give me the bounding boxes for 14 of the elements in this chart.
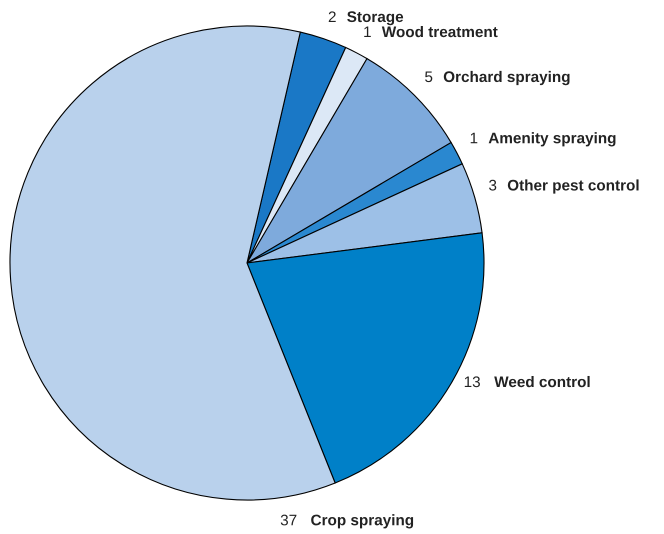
- data-label: 5: [425, 71, 432, 82]
- data-label: 37: [280, 514, 296, 526]
- slice-label: Weed control: [494, 376, 590, 388]
- slice-label: Storage: [347, 11, 404, 26]
- slice-label: Wood treatment: [382, 26, 498, 38]
- slice-label: Other pest control: [508, 179, 639, 194]
- data-label: 1: [470, 132, 478, 144]
- data-label: 3: [489, 180, 496, 191]
- slice-label: Amenity spraying: [488, 132, 616, 146]
- data-label: 13: [464, 376, 480, 388]
- slice-label: Orchard spraying: [444, 70, 570, 86]
- data-label: 1: [364, 26, 371, 38]
- slice-label: Crop spraying: [311, 514, 414, 528]
- data-label: 2: [328, 11, 336, 22]
